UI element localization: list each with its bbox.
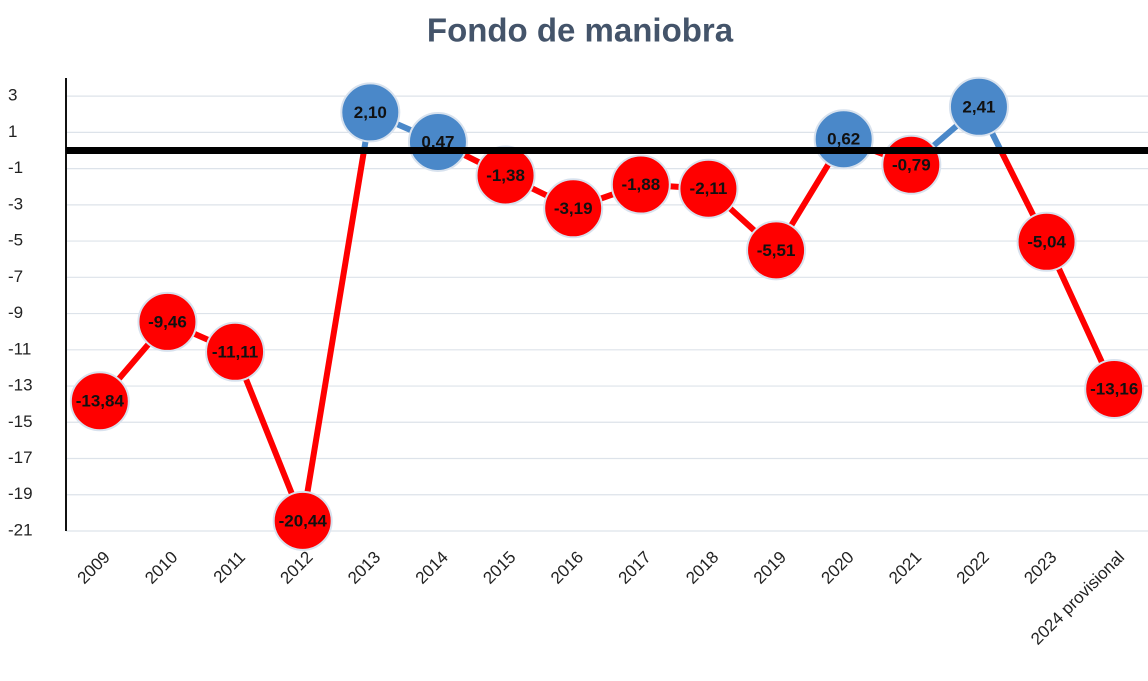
- y-tick-label: 1: [8, 122, 17, 141]
- y-tick-label: -7: [8, 267, 23, 286]
- x-tick-label: 2019: [750, 548, 790, 588]
- y-tick-label: -1: [8, 158, 23, 177]
- chart-title: Fondo de maniobra: [427, 12, 734, 49]
- marker: [137, 291, 198, 352]
- data-label: -9,46: [148, 312, 187, 331]
- x-tick-label: 2011: [210, 548, 249, 587]
- x-tick-label: 2009: [74, 548, 114, 588]
- y-tick-label: -19: [8, 484, 33, 503]
- line-segment: [299, 147, 368, 524]
- data-label: -11,11: [212, 342, 258, 361]
- x-tick-label: 2015: [479, 548, 519, 588]
- data-label: 2,10: [354, 103, 387, 122]
- data-label: -1,88: [621, 175, 660, 194]
- marker: [1016, 211, 1077, 272]
- marker: [678, 158, 739, 219]
- x-tick-label: 2014: [412, 548, 452, 588]
- data-label: -1,38: [486, 166, 525, 185]
- y-tick-label: -15: [8, 412, 33, 431]
- x-tick-label: 2022: [953, 548, 993, 588]
- y-tick-label: -5: [8, 231, 23, 250]
- grid: [66, 95, 1148, 532]
- data-label: -5,04: [1027, 232, 1066, 251]
- marker: [340, 82, 401, 143]
- x-tick-label: 2020: [818, 548, 858, 588]
- marker: [610, 154, 671, 215]
- x-tick-label: 2021: [885, 548, 925, 588]
- y-tick-label: -9: [8, 303, 23, 322]
- x-tick-label: 2017: [615, 548, 655, 588]
- marker: [272, 490, 333, 551]
- data-label: -20,44: [279, 511, 328, 530]
- data-label: 0,62: [827, 130, 860, 149]
- marker: [948, 76, 1009, 137]
- x-tick-label: 2016: [547, 548, 587, 588]
- y-tick-label: -3: [8, 194, 23, 213]
- data-label: -13,84: [76, 392, 125, 411]
- marker: [205, 321, 266, 382]
- x-tick-label: 2023: [1020, 548, 1060, 588]
- y-tick-label: -11: [8, 339, 31, 358]
- x-tick-label: 2018: [682, 548, 722, 588]
- marker: [746, 220, 807, 281]
- y-tick-label: -13: [8, 376, 33, 395]
- marker: [407, 111, 468, 172]
- markers: -13,84 -9,46 -11,11 -20,44 2,10 0,47 -1,38 -3,1…: [69, 76, 1145, 551]
- marker: [543, 178, 604, 239]
- x-tick-label: 2012: [277, 548, 317, 588]
- y-tick-label: 3: [8, 86, 17, 105]
- data-label: 2,41: [962, 97, 995, 116]
- data-label: -2,11: [690, 179, 728, 198]
- x-tick-label: 2013: [344, 548, 384, 588]
- marker: [69, 371, 130, 432]
- data-label: -3,19: [554, 199, 593, 218]
- data-label: -5,51: [757, 241, 796, 260]
- line-segment: [232, 348, 306, 524]
- data-label: 0,47: [421, 132, 454, 151]
- y-tick-label: -17: [8, 448, 33, 467]
- y-tick-label: -21: [8, 520, 33, 539]
- x-tick-label: 2010: [141, 548, 181, 588]
- marker: [1084, 358, 1145, 419]
- data-label: -13,16: [1090, 379, 1138, 398]
- marker: [475, 145, 536, 206]
- data-label: -0,79: [892, 155, 931, 174]
